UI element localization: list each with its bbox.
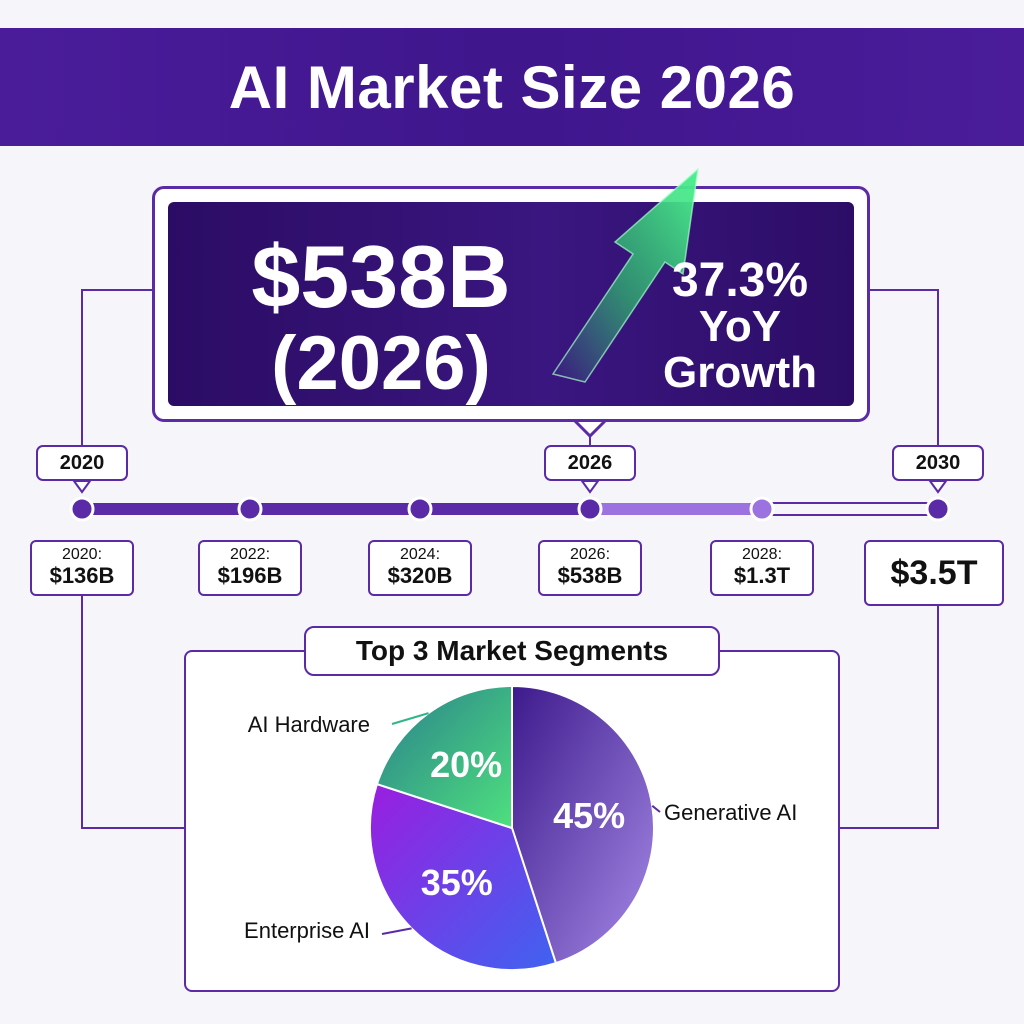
title-banner: AI Market Size 2026: [0, 28, 1024, 146]
timeline-value-label: 2022: $196B: [198, 540, 302, 596]
timeline-year: 2028:: [741, 546, 783, 563]
timeline-value: $538B: [557, 563, 623, 588]
timeline-value: $136B: [49, 563, 115, 588]
hero-market-value: $538B: [251, 227, 511, 326]
timeline-value-label: 2026: $538B: [538, 540, 642, 596]
timeline-node: [577, 496, 603, 522]
hero-year: (2026): [271, 321, 491, 406]
timeline-node: [407, 496, 433, 522]
hero-card: $538B (2026) 37.3% YoY Growth: [152, 167, 870, 422]
timeline-year: 2022:: [229, 546, 271, 563]
timeline-year: 2020:: [61, 546, 103, 563]
growth-arrow-icon: [551, 167, 700, 383]
timeline-node: [237, 496, 263, 522]
timeline-value-label-final: $3.5T: [864, 540, 1004, 606]
timeline-value: $320B: [387, 563, 453, 588]
callout-start-year: 2020: [36, 445, 128, 481]
timeline-track-solid: [82, 503, 590, 515]
timeline-value: $196B: [217, 563, 283, 588]
connector-right-bottom: [840, 606, 939, 829]
timeline-year: 2026:: [569, 546, 611, 563]
timeline-value: $1.3T: [733, 563, 791, 588]
hero-growth: 37.3% YoY Growth: [650, 254, 830, 397]
timeline-node: [749, 496, 775, 522]
connector-left-top: [81, 289, 152, 446]
connector-left-bottom: [81, 596, 184, 829]
callout-current-year: 2026: [544, 445, 636, 481]
page-title: AI Market Size 2026: [228, 53, 796, 121]
timeline-node: [69, 496, 95, 522]
timeline-track-light: [590, 503, 762, 515]
timeline-value-label: 2020: $136B: [30, 540, 134, 596]
growth-label-growth: Growth: [663, 348, 817, 397]
callout-end-year: 2030: [892, 445, 984, 481]
chart-title: Top 3 Market Segments: [304, 626, 720, 676]
timeline-nodes: [69, 496, 951, 522]
timeline-value: $3.5T: [890, 554, 978, 592]
hero-card-inner: $538B (2026) 37.3% YoY Growth: [168, 167, 854, 406]
growth-label-yoy: YoY: [698, 302, 782, 351]
timeline-node: [925, 496, 951, 522]
growth-percent: 37.3%: [671, 254, 809, 307]
connector-right-top: [870, 289, 939, 446]
pie-category-label: AI Hardware: [247, 712, 370, 737]
pie-category-label: Generative AI: [664, 800, 798, 825]
timeline-value-label: 2028: $1.3T: [710, 540, 814, 596]
pie-category-label: Enterprise AI: [244, 918, 370, 943]
timeline-year: 2024:: [399, 546, 441, 563]
timeline-value-label: 2024: $320B: [368, 540, 472, 596]
